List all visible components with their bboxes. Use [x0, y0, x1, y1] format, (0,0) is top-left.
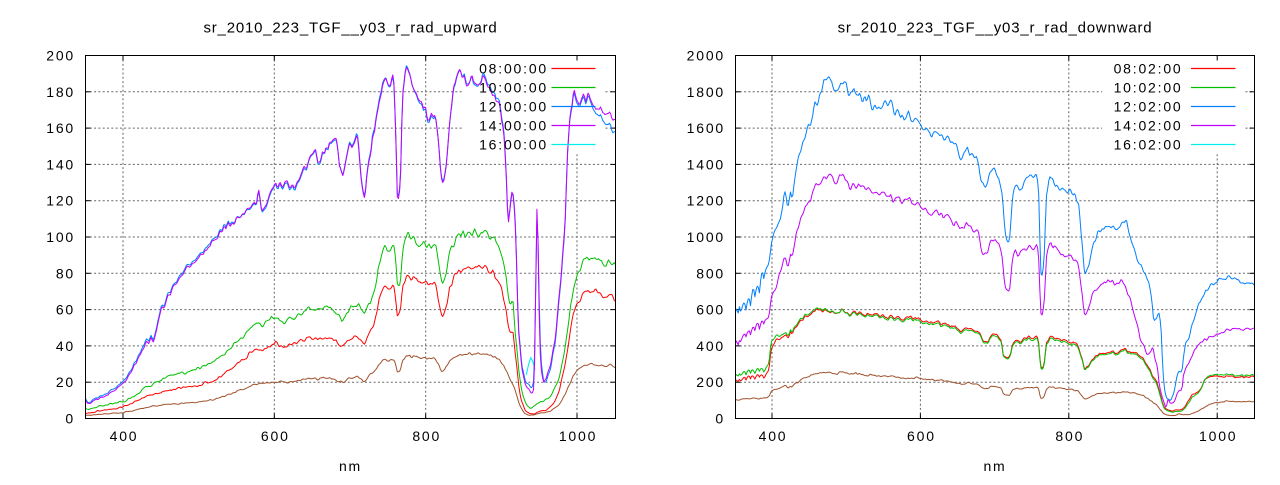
- svg-text:10:00:00: 10:00:00: [479, 80, 548, 96]
- svg-text:1000: 1000: [559, 428, 597, 444]
- svg-text:600: 600: [907, 428, 936, 444]
- svg-text:1200: 1200: [687, 193, 725, 209]
- svg-text:200: 200: [696, 374, 725, 390]
- svg-text:80: 80: [56, 265, 75, 281]
- svg-text:40: 40: [56, 338, 75, 354]
- svg-text:400: 400: [759, 428, 788, 444]
- svg-text:08:02:00: 08:02:00: [1114, 61, 1183, 77]
- svg-text:600: 600: [261, 428, 290, 444]
- svg-text:800: 800: [696, 265, 725, 281]
- svg-text:14:00:00: 14:00:00: [479, 118, 548, 134]
- svg-text:1800: 1800: [687, 84, 725, 100]
- svg-text:60: 60: [56, 302, 75, 318]
- svg-text:2000: 2000: [687, 48, 725, 64]
- svg-text:800: 800: [1055, 428, 1084, 444]
- svg-text:16:00:00: 16:00:00: [479, 137, 548, 153]
- svg-text:400: 400: [696, 338, 725, 354]
- svg-text:0: 0: [715, 411, 725, 427]
- svg-text:1400: 1400: [687, 156, 725, 172]
- svg-text:16:02:00: 16:02:00: [1114, 137, 1183, 153]
- svg-text:12:00:00: 12:00:00: [479, 99, 548, 115]
- svg-text:10:02:00: 10:02:00: [1114, 80, 1183, 96]
- svg-text:600: 600: [696, 302, 725, 318]
- svg-text:140: 140: [46, 156, 75, 172]
- svg-text:160: 160: [46, 120, 75, 136]
- svg-text:1600: 1600: [687, 120, 725, 136]
- svg-text:400: 400: [110, 428, 139, 444]
- svg-text:08:00:00: 08:00:00: [479, 61, 548, 77]
- svg-text:100: 100: [46, 229, 75, 245]
- svg-text:sr_2010_223_TGF__y03_r_rad_dow: sr_2010_223_TGF__y03_r_rad_downward: [838, 20, 1153, 37]
- svg-text:nm: nm: [983, 458, 1006, 474]
- svg-text:nm: nm: [339, 458, 362, 474]
- svg-text:sr_2010_223_TGF__y03_r_rad_upw: sr_2010_223_TGF__y03_r_rad_upward: [203, 20, 497, 37]
- svg-text:12:02:00: 12:02:00: [1114, 99, 1183, 115]
- svg-text:20: 20: [56, 374, 75, 390]
- svg-text:180: 180: [46, 84, 75, 100]
- svg-text:0: 0: [65, 411, 75, 427]
- svg-text:200: 200: [46, 48, 75, 64]
- svg-text:1000: 1000: [687, 229, 725, 245]
- svg-text:800: 800: [412, 428, 441, 444]
- svg-text:1000: 1000: [1199, 428, 1237, 444]
- svg-text:14:02:00: 14:02:00: [1114, 118, 1183, 134]
- svg-text:120: 120: [46, 193, 75, 209]
